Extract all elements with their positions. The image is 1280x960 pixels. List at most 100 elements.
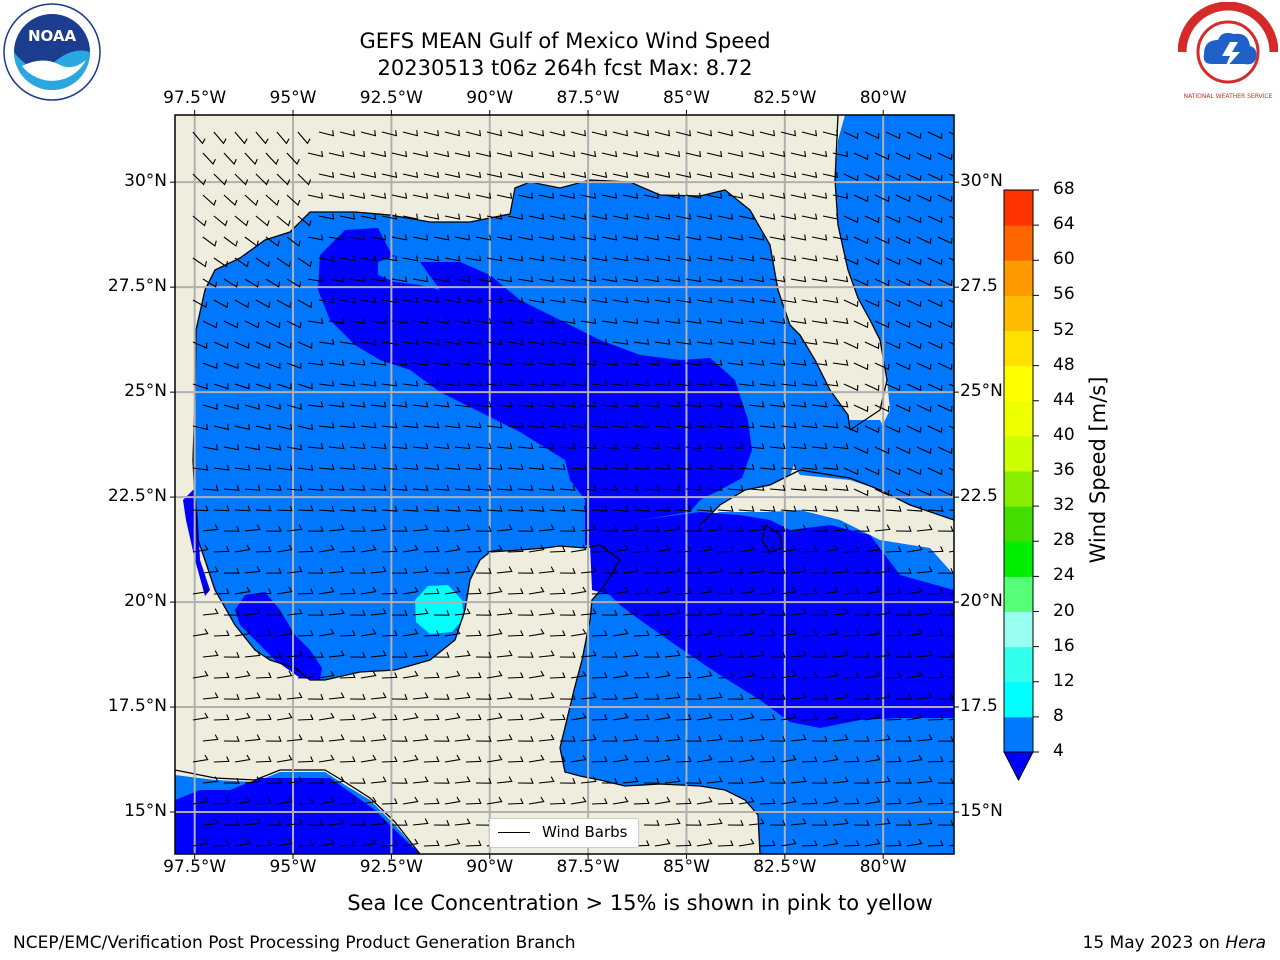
wind-barb	[759, 840, 776, 847]
wind-barb	[780, 544, 797, 553]
wind-barb	[864, 586, 881, 595]
wind-barb	[801, 380, 818, 387]
wind-barb	[318, 754, 335, 763]
wind-barb	[853, 404, 869, 413]
wind-barb	[360, 670, 377, 679]
lon-tick-label: 95°W	[269, 88, 317, 108]
wind-barb	[528, 130, 545, 137]
calm-region-yucatan-channel	[590, 512, 954, 728]
wind-barb	[307, 443, 324, 450]
wind-barb	[685, 401, 702, 408]
wind-barb	[906, 425, 922, 434]
wind-barb	[874, 692, 891, 700]
wind-barb	[696, 796, 713, 805]
wind-barb	[853, 609, 870, 616]
wind-barb	[811, 735, 828, 742]
wind-barb	[307, 525, 324, 532]
wind-barb	[370, 818, 387, 826]
wind-barb	[465, 297, 482, 304]
wind-barb	[202, 524, 219, 532]
wind-barb	[696, 297, 713, 304]
wind-barb	[454, 359, 471, 366]
wind-barb	[727, 443, 744, 450]
wind-barb	[444, 297, 461, 304]
wind-barb	[496, 276, 513, 283]
wind-barb	[790, 443, 807, 450]
wind-barb	[286, 403, 302, 410]
wind-barb	[223, 819, 240, 826]
wind-barb	[780, 130, 797, 137]
wind-barb	[517, 525, 534, 532]
wind-barb	[643, 693, 660, 700]
wind-barb	[528, 544, 545, 553]
wind-barb	[486, 464, 503, 471]
coastlines	[175, 115, 954, 854]
wind-barb	[192, 131, 206, 145]
wind-barb	[381, 255, 398, 262]
wind-barb	[244, 444, 261, 451]
wind-barb	[507, 798, 524, 805]
colorbar-tick-label: 48	[1053, 354, 1075, 375]
wind-barb	[286, 194, 301, 206]
wind-barb	[633, 672, 650, 679]
wind-barb	[790, 566, 807, 574]
wind-barb	[916, 818, 933, 826]
wind-barb	[570, 628, 587, 637]
wind-barb	[633, 464, 650, 471]
wind-barb	[496, 484, 513, 491]
wind-barb	[192, 215, 207, 227]
wind-barb	[906, 670, 923, 679]
wind-barb	[675, 840, 692, 847]
wind-barb	[318, 712, 335, 721]
wind-barb	[959, 153, 973, 159]
wind-barb	[738, 380, 755, 387]
wind-barb	[538, 608, 555, 616]
wind-barb	[475, 317, 492, 324]
wind-barb	[265, 194, 280, 206]
wind-barb	[276, 341, 292, 349]
wind-barb	[202, 818, 219, 826]
lat-tick-label: 27.5°N	[107, 276, 167, 297]
wind-barb	[192, 173, 207, 186]
wind-barb	[328, 650, 345, 658]
lat-tick-label-right: 22.5	[960, 486, 998, 507]
wind-barb	[706, 234, 723, 241]
wind-barb	[664, 317, 681, 324]
wind-barb	[612, 754, 629, 763]
wind-barb	[717, 756, 734, 763]
wind-barb	[381, 297, 398, 304]
wind-barb	[927, 425, 943, 434]
wind-barb	[318, 505, 335, 512]
wind-barb	[549, 756, 566, 763]
wind-barb	[706, 818, 723, 826]
wind-barb	[654, 297, 671, 304]
wind-barb	[360, 838, 377, 847]
wind-barb	[864, 299, 880, 308]
wind-barb	[517, 693, 534, 700]
wind-barb	[465, 213, 482, 220]
wind-barb	[685, 192, 702, 199]
wind-barb	[192, 754, 209, 763]
wind-barb	[339, 756, 356, 763]
wind-barb	[696, 213, 713, 220]
wind-barb	[916, 524, 933, 532]
wind-barb	[465, 714, 482, 721]
wind-barb	[780, 171, 797, 179]
wind-barb	[717, 798, 734, 805]
wind-barb	[381, 546, 398, 553]
wind-barb	[465, 630, 482, 637]
colorbar-tick-label: 60	[1053, 249, 1075, 270]
wind-barb	[507, 297, 524, 304]
wind-barb	[885, 257, 901, 266]
wind-barb	[864, 341, 880, 350]
map-frame	[174, 114, 955, 855]
wind-barb	[664, 650, 681, 658]
wind-barb	[706, 692, 723, 700]
colorbar-segment	[1004, 295, 1033, 331]
wind-barb	[864, 131, 880, 140]
wind-barb	[538, 484, 555, 491]
wind-barb	[538, 317, 555, 324]
wind-barb	[885, 546, 902, 553]
wind-barb	[601, 151, 618, 158]
